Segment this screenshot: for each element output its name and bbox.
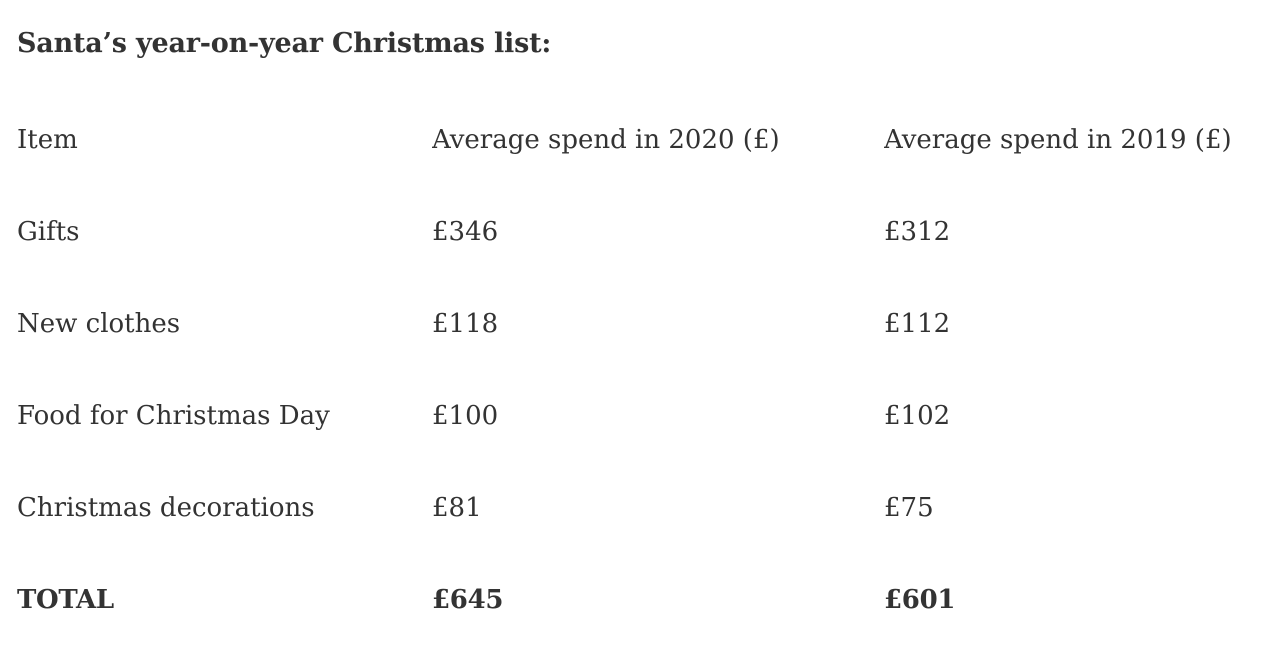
spend-2020-cell: £81 [432,493,482,523]
table-row: New clothes £118 £112 [17,278,1261,370]
spend-2020-cell: £118 [432,309,499,339]
total-label-cell: TOTAL [17,585,114,615]
item-cell: Christmas decorations [17,493,315,523]
item-cell: Gifts [17,217,80,247]
total-spend-2020-cell: £645 [432,585,504,615]
article-section: Santa’s year-on-year Christmas list: Ite… [17,28,1261,646]
spend-2019-cell: £312 [884,217,951,247]
column-header-spend-2019: Average spend in 2019 (£) [884,125,1232,155]
header-row: Item Average spend in 2020 (£) Average s… [17,94,1261,186]
spend-2019-cell: £75 [884,493,934,523]
spend-2020-cell: £100 [432,401,499,431]
item-cell: Food for Christmas Day [17,401,330,431]
christmas-spend-table: Item Average spend in 2020 (£) Average s… [17,94,1261,646]
spend-2019-cell: £112 [884,309,951,339]
table-row: Gifts £346 £312 [17,186,1261,278]
table-body: Gifts £346 £312 New clothes £118 £112 Fo… [17,186,1261,646]
table-row: Food for Christmas Day £100 £102 [17,370,1261,462]
table-header: Item Average spend in 2020 (£) Average s… [17,94,1261,186]
column-header-item: Item [17,125,78,155]
spend-2020-cell: £346 [432,217,499,247]
page-title: Santa’s year-on-year Christmas list: [17,28,552,59]
item-cell: New clothes [17,309,181,339]
spend-2019-cell: £102 [884,401,951,431]
total-row: TOTAL £645 £601 [17,554,1261,646]
total-spend-2019-cell: £601 [884,585,956,615]
table-row: Christmas decorations £81 £75 [17,462,1261,554]
column-header-spend-2020: Average spend in 2020 (£) [432,125,780,155]
